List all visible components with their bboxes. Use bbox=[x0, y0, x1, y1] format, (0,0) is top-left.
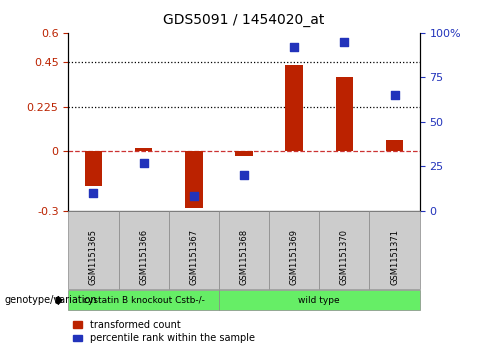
Point bbox=[89, 190, 97, 196]
Text: GSM1151369: GSM1151369 bbox=[290, 229, 299, 285]
Text: genotype/variation: genotype/variation bbox=[5, 295, 98, 305]
Bar bbox=[185, 151, 203, 208]
Text: wild type: wild type bbox=[299, 296, 340, 305]
Point bbox=[190, 193, 198, 199]
Text: GSM1151367: GSM1151367 bbox=[189, 229, 198, 285]
Bar bbox=[135, 148, 152, 151]
Text: GSM1151371: GSM1151371 bbox=[390, 229, 399, 285]
Text: percentile rank within the sample: percentile rank within the sample bbox=[90, 333, 255, 343]
Point bbox=[240, 172, 248, 178]
Bar bbox=[336, 77, 353, 151]
Bar bbox=[285, 65, 303, 151]
Text: GSM1151368: GSM1151368 bbox=[240, 229, 248, 285]
Bar bbox=[386, 140, 404, 151]
Text: GSM1151370: GSM1151370 bbox=[340, 229, 349, 285]
Text: cystatin B knockout Cstb-/-: cystatin B knockout Cstb-/- bbox=[82, 296, 204, 305]
Text: GSM1151365: GSM1151365 bbox=[89, 229, 98, 285]
Point bbox=[391, 92, 399, 98]
Text: GDS5091 / 1454020_at: GDS5091 / 1454020_at bbox=[163, 13, 325, 27]
Text: GSM1151366: GSM1151366 bbox=[139, 229, 148, 285]
Point bbox=[341, 39, 348, 45]
Point bbox=[290, 44, 298, 50]
Bar bbox=[235, 151, 253, 156]
Text: transformed count: transformed count bbox=[90, 319, 181, 330]
Point bbox=[140, 160, 147, 166]
Bar bbox=[84, 151, 102, 186]
